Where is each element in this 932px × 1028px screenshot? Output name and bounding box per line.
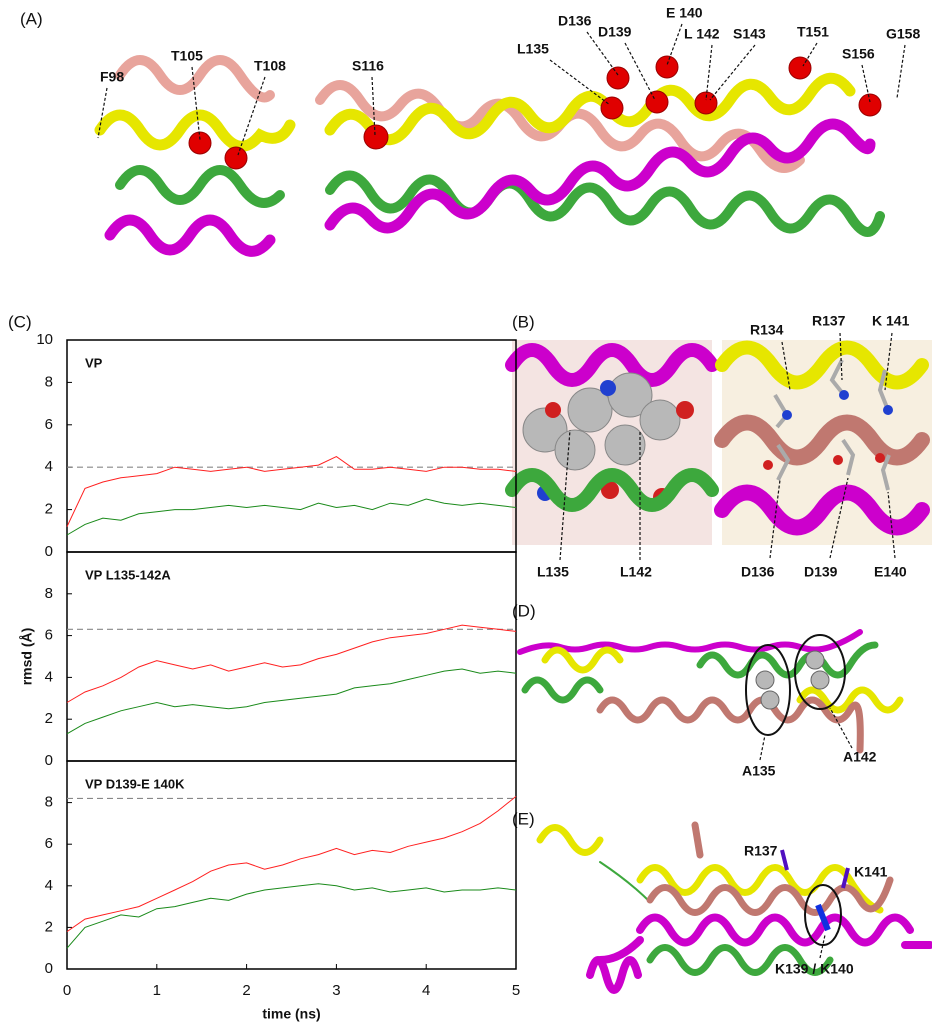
x-axis-label: time (ns): [262, 1006, 320, 1022]
y-tick-label: 2: [45, 710, 53, 727]
y-axis-label: rmsd (Å): [19, 628, 35, 686]
residue-label: D139: [804, 564, 838, 580]
residue-label: R134: [750, 322, 784, 338]
line: [67, 796, 516, 931]
x-tick-label: 5: [512, 982, 520, 999]
residue-label: R137: [812, 313, 846, 329]
y-tick-label: 2: [45, 918, 53, 935]
panel-label: (A): [20, 9, 43, 28]
residue-label: G158: [886, 26, 920, 42]
y-tick-label: 0: [45, 543, 53, 560]
plot-frame: [67, 552, 516, 761]
residue-label: S116: [352, 58, 384, 74]
y-tick-label: 2: [45, 501, 53, 518]
y-tick-label: 8: [45, 585, 53, 602]
residue-label: A135: [742, 763, 776, 779]
residue-label: K 141: [872, 313, 910, 329]
residue-label: L142: [620, 564, 652, 580]
y-tick-label: 0: [45, 960, 53, 977]
residue-label: L135: [537, 564, 569, 580]
x-tick-label: 3: [332, 982, 340, 999]
chart-title: VP: [85, 355, 103, 370]
y-tick-label: 6: [45, 627, 53, 644]
y-tick-label: 6: [45, 416, 53, 433]
figure: (A) F98 T105 T108 S116 L135 D136 D139 E …: [0, 0, 932, 1028]
residue-label: D136: [741, 564, 775, 580]
residue-label: T151: [797, 24, 829, 40]
residue-label: L135: [517, 41, 549, 57]
residue-label: D136: [558, 13, 592, 29]
line: [67, 669, 516, 734]
residue-label: F98: [100, 69, 124, 85]
y-tick-label: 4: [45, 877, 53, 894]
residue-label: E140: [874, 564, 907, 580]
residue-label: R137: [744, 843, 778, 859]
y-tick-label: 8: [45, 373, 53, 390]
y-tick-label: 8: [45, 794, 53, 811]
residue-label: D139: [598, 24, 632, 40]
residue-label: K141: [854, 864, 888, 880]
residue-label: A142: [843, 749, 877, 765]
x-tick-label: 2: [242, 982, 250, 999]
plot-frame: [67, 761, 516, 969]
panel-label: (B): [512, 312, 535, 331]
residue-label: E 140: [666, 5, 703, 21]
x-tick-label: 0: [63, 982, 71, 999]
y-tick-label: 4: [45, 668, 53, 685]
page: (A) F98 T105 T108 S116 L135 D136 D139 E …: [0, 0, 932, 1028]
chart-title: VP D139-E 140K: [85, 776, 185, 791]
y-tick-label: 4: [45, 458, 53, 475]
line: [67, 625, 516, 702]
residue-label: L 142: [684, 26, 720, 42]
y-tick-label: 0: [45, 752, 53, 769]
x-tick-label: 4: [422, 982, 430, 999]
y-tick-label: 10: [36, 331, 53, 348]
residue-label: S143: [733, 26, 766, 42]
panel-b-structure: [512, 333, 932, 560]
chart-title: VP L135-142A: [85, 567, 171, 582]
panel-label: (C): [8, 312, 32, 331]
residue-label: K139 / K140: [775, 961, 854, 977]
rmsd-charts: 0 2 4 6 8 10 VP 0 2 4 6 8 VP L135-142A rmsd (Å) 0 2 4 6 8 0…: [19, 331, 520, 1022]
residue-label: T108: [254, 58, 286, 74]
panel-e-structure: [540, 825, 930, 990]
residue-label: S156: [842, 46, 875, 62]
x-tick-label: 1: [153, 982, 161, 999]
plot-frame: [67, 340, 516, 552]
residue-label: T105: [171, 48, 203, 64]
panel-a-structure: [98, 24, 905, 251]
panel-d-structure: [520, 632, 900, 760]
line: [67, 884, 516, 949]
line: [67, 499, 516, 535]
y-tick-label: 6: [45, 835, 53, 852]
